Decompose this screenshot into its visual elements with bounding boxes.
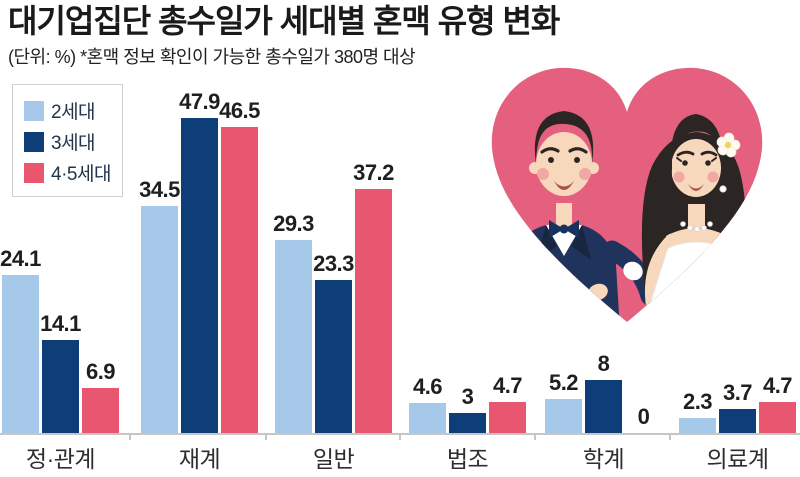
bar-2세대-재계 (141, 206, 178, 433)
bar-4·5세대-일반 (355, 189, 392, 433)
bar-4·5세대-의료계 (759, 402, 796, 433)
bar-value-label: 29.3 (273, 211, 314, 236)
category-label-일반: 일반 (312, 446, 355, 472)
bar-value-label: 0 (637, 404, 650, 429)
legend-item-gen3: 3세대 (24, 126, 122, 157)
bar-3세대-일반 (315, 280, 352, 433)
hair-flower (716, 132, 741, 158)
category-label-학계: 학계 (582, 446, 625, 472)
bar-value-label: 4.7 (762, 373, 793, 398)
bar-value-label: 23.3 (313, 251, 354, 276)
x-axis-tick (534, 433, 536, 440)
bar-value-label: 47.9 (179, 89, 220, 114)
bar-4·5세대-재계 (221, 127, 258, 433)
legend-label-gen2: 2세대 (51, 102, 96, 123)
x-axis-tick (399, 433, 401, 440)
bar-value-label: 6.9 (85, 359, 116, 384)
chart-subtitle-note: (단위: %) *혼맥 정보 확인이 가능한 총수일가 380명 대상 (8, 47, 416, 67)
bar-2세대-학계 (545, 399, 582, 433)
x-axis-tick (265, 433, 267, 440)
legend-swatch-gen2 (24, 100, 44, 121)
legend-label-gen3: 3세대 (51, 133, 96, 154)
legend-item-gen2: 2세대 (24, 95, 122, 126)
bar-3세대-법조 (449, 413, 486, 433)
bar-3세대-학계 (585, 380, 622, 433)
bar-value-label: 37.2 (353, 160, 394, 185)
bar-2세대-의료계 (679, 418, 716, 433)
bar-value-label: 3 (461, 384, 474, 409)
bar-4·5세대-법조 (489, 402, 526, 433)
bar-value-label: 5.2 (548, 370, 579, 395)
bar-value-label: 3.7 (722, 380, 753, 405)
bar-2세대-일반 (275, 240, 312, 433)
category-label-재계: 재계 (178, 446, 221, 472)
category-label-정·관계: 정·관계 (25, 446, 96, 472)
bar-value-label: 2.3 (682, 389, 713, 414)
x-axis-tick (129, 433, 131, 440)
wedding-couple-heart-illustration (491, 67, 763, 323)
bar-2세대-법조 (409, 403, 446, 433)
x-axis-tick (669, 433, 671, 440)
bar-4·5세대-정·관계 (82, 388, 119, 433)
legend-item-gen45: 4·5세대 (24, 157, 122, 188)
bar-value-label: 4.6 (412, 374, 443, 399)
bar-value-label: 34.5 (139, 177, 180, 202)
legend-label-gen45: 4·5세대 (51, 164, 111, 185)
category-label-법조: 법조 (446, 446, 489, 472)
bar-value-label: 4.7 (492, 373, 523, 398)
bar-value-label: 14.1 (40, 311, 81, 336)
bar-3세대-재계 (181, 118, 218, 433)
category-label-의료계: 의료계 (706, 446, 769, 472)
page-title: 대기업집단 총수일가 세대별 혼맥 유형 변화 (8, 3, 560, 39)
bar-2세대-정·관계 (2, 275, 39, 433)
bar-value-label: 46.5 (219, 98, 260, 123)
legend-box: 2세대 3세대 4·5세대 (12, 84, 123, 197)
bar-value-label: 24.1 (0, 246, 41, 271)
bar-value-label: 8 (597, 351, 610, 376)
legend-swatch-gen45 (24, 162, 44, 183)
legend-swatch-gen3 (24, 131, 44, 152)
bar-3세대-의료계 (719, 409, 756, 433)
bar-3세대-정·관계 (42, 340, 79, 433)
